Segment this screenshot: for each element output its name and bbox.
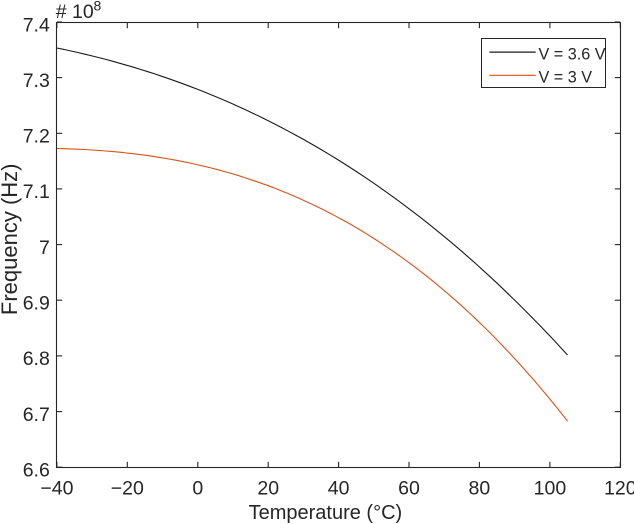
svg-text:6.8: 6.8 xyxy=(23,348,50,370)
svg-text:Frequency (Hz): Frequency (Hz) xyxy=(0,164,22,316)
svg-text:40: 40 xyxy=(328,478,350,500)
svg-text:120: 120 xyxy=(604,478,634,500)
svg-text:7.1: 7.1 xyxy=(23,181,50,203)
svg-text:80: 80 xyxy=(469,478,491,500)
svg-text:6.7: 6.7 xyxy=(23,404,50,426)
svg-text:7.4: 7.4 xyxy=(23,14,50,36)
svg-text:# 10: # 10 xyxy=(56,1,94,23)
svg-text:6.6: 6.6 xyxy=(23,460,50,482)
svg-text:20: 20 xyxy=(257,478,279,500)
svg-text:V = 3 V: V = 3 V xyxy=(539,69,593,87)
svg-text:7.2: 7.2 xyxy=(23,126,50,148)
svg-text:7: 7 xyxy=(39,237,50,259)
svg-text:0: 0 xyxy=(192,478,203,500)
svg-text:100: 100 xyxy=(534,478,567,500)
svg-text:7.3: 7.3 xyxy=(23,70,50,92)
svg-text:−40: −40 xyxy=(40,478,73,500)
svg-text:V = 3.6 V: V = 3.6 V xyxy=(539,46,606,64)
svg-text:6.9: 6.9 xyxy=(23,293,50,315)
svg-text:Temperature (°C): Temperature (°C) xyxy=(249,502,403,524)
svg-text:8: 8 xyxy=(94,0,102,14)
svg-text:−20: −20 xyxy=(111,478,144,500)
svg-text:60: 60 xyxy=(398,478,420,500)
